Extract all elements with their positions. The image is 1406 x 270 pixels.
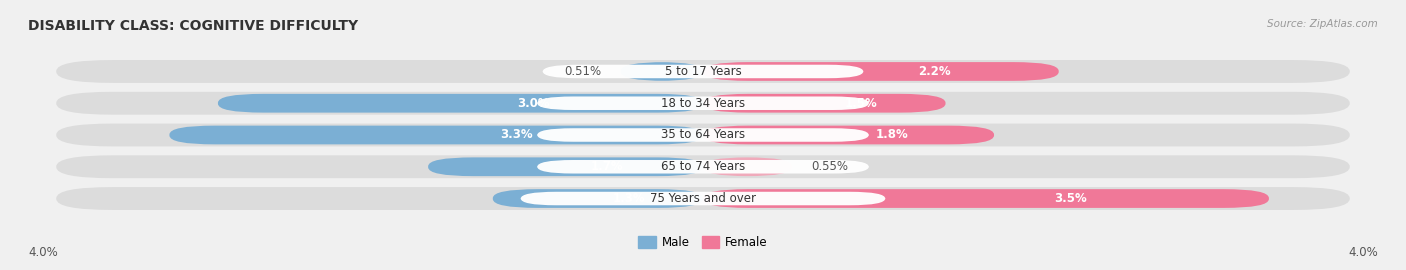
FancyBboxPatch shape (537, 160, 869, 174)
FancyBboxPatch shape (56, 187, 1350, 210)
FancyBboxPatch shape (429, 157, 703, 176)
FancyBboxPatch shape (620, 62, 703, 81)
Text: 75 Years and over: 75 Years and over (650, 192, 756, 205)
FancyBboxPatch shape (218, 94, 703, 113)
Text: 35 to 64 Years: 35 to 64 Years (661, 129, 745, 141)
Text: 3.0%: 3.0% (517, 97, 550, 110)
FancyBboxPatch shape (537, 128, 869, 142)
FancyBboxPatch shape (494, 189, 703, 208)
Text: Source: ZipAtlas.com: Source: ZipAtlas.com (1267, 19, 1378, 29)
Text: 1.3%: 1.3% (613, 192, 645, 205)
FancyBboxPatch shape (703, 126, 994, 144)
Text: 1.7%: 1.7% (591, 160, 623, 173)
FancyBboxPatch shape (56, 155, 1350, 178)
FancyBboxPatch shape (56, 60, 1350, 83)
FancyBboxPatch shape (703, 94, 945, 113)
FancyBboxPatch shape (170, 126, 703, 144)
Text: 1.8%: 1.8% (876, 129, 908, 141)
Text: 65 to 74 Years: 65 to 74 Years (661, 160, 745, 173)
Text: 3.5%: 3.5% (1054, 192, 1087, 205)
Text: DISABILITY CLASS: COGNITIVE DIFFICULTY: DISABILITY CLASS: COGNITIVE DIFFICULTY (28, 19, 359, 33)
FancyBboxPatch shape (543, 65, 863, 78)
Text: 0.51%: 0.51% (564, 65, 602, 78)
Text: 1.5%: 1.5% (844, 97, 877, 110)
FancyBboxPatch shape (703, 157, 792, 176)
FancyBboxPatch shape (520, 192, 886, 205)
Text: 2.2%: 2.2% (918, 65, 950, 78)
Text: 4.0%: 4.0% (1348, 246, 1378, 259)
Text: 5 to 17 Years: 5 to 17 Years (665, 65, 741, 78)
Text: 4.0%: 4.0% (28, 246, 58, 259)
Text: 18 to 34 Years: 18 to 34 Years (661, 97, 745, 110)
Text: 0.55%: 0.55% (811, 160, 848, 173)
Legend: Male, Female: Male, Female (634, 231, 772, 254)
Text: 3.3%: 3.3% (501, 129, 533, 141)
FancyBboxPatch shape (537, 96, 869, 110)
FancyBboxPatch shape (56, 124, 1350, 146)
FancyBboxPatch shape (703, 189, 1268, 208)
FancyBboxPatch shape (56, 92, 1350, 115)
FancyBboxPatch shape (703, 62, 1059, 81)
